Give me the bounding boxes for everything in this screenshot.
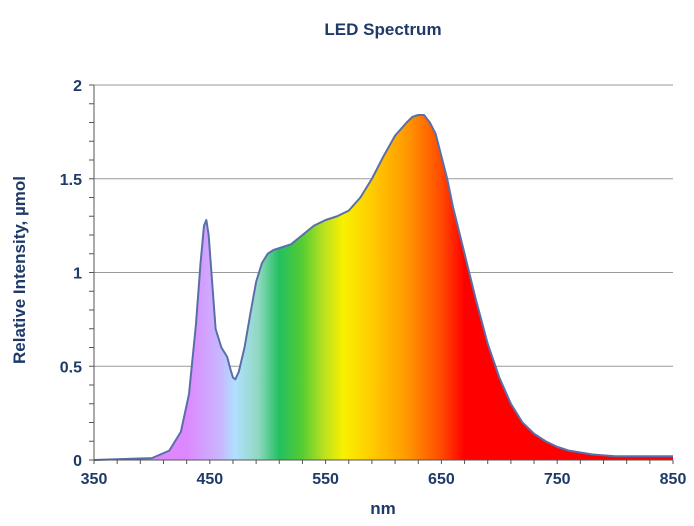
y-tick-label-0: 0	[73, 453, 82, 470]
y-tick-label-1-5: 1.5	[60, 172, 82, 189]
y-axis-title: Relative Intensity, µmol	[10, 176, 29, 364]
y-tick-labels: 0 0.5 1 1.5 2	[60, 78, 82, 470]
y-tick-label-0-5: 0.5	[60, 359, 82, 376]
x-tick-labels: 350 450 550 650 750 850	[81, 471, 687, 488]
x-axis-title: nm	[370, 499, 396, 518]
spectrum-line	[93, 114, 673, 461]
x-tick-label-450: 450	[196, 471, 223, 488]
x-tick-label-750: 750	[544, 471, 571, 488]
y-tick-label-1: 1	[73, 266, 82, 283]
y-tick-label-2: 2	[73, 78, 82, 95]
x-tick-label-350: 350	[81, 471, 108, 488]
x-tick-label-850: 850	[660, 471, 687, 488]
axes	[89, 84, 674, 464]
x-tick-label-550: 550	[312, 471, 339, 488]
spectrum-area-group	[93, 114, 673, 461]
x-tick-label-650: 650	[428, 471, 455, 488]
chart-title: LED Spectrum	[324, 20, 441, 39]
spectrum-area	[94, 115, 673, 460]
